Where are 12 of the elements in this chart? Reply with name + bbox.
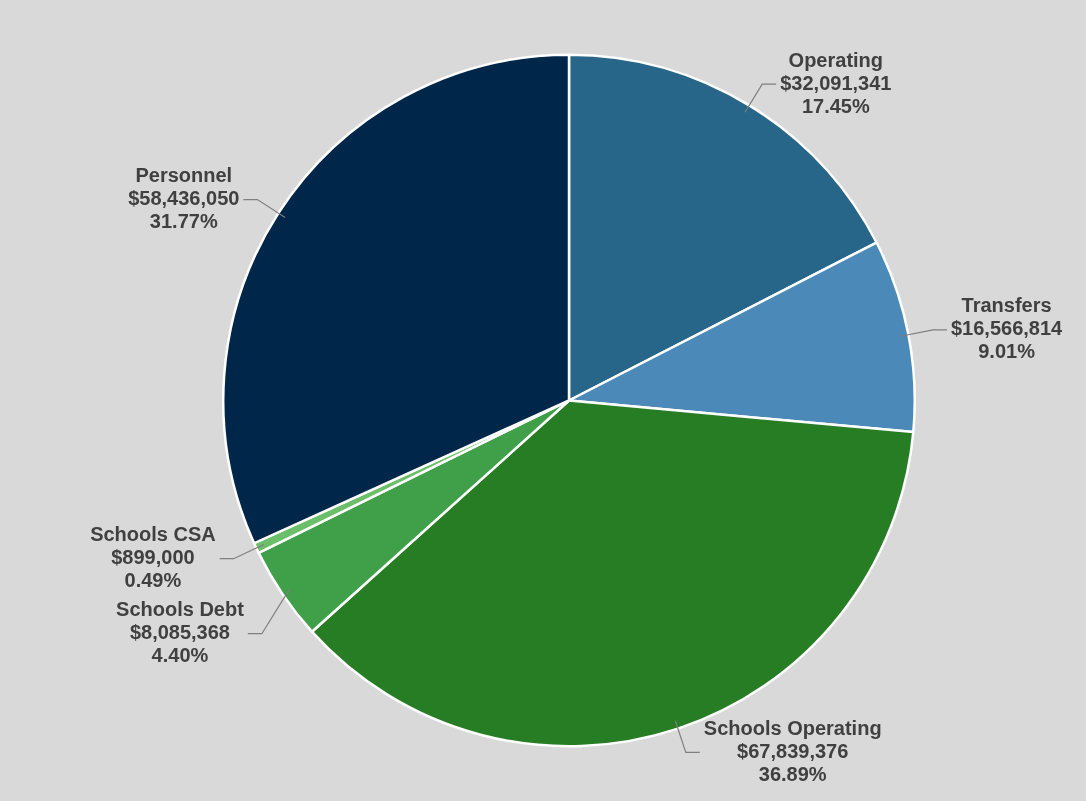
slice-label: Schools Debt: [116, 598, 245, 621]
slice-label: Personnel: [135, 164, 233, 187]
data-label: $32,091,341 17.45%: [780, 71, 892, 117]
data-label: $8,085,368 4.40%: [129, 621, 230, 667]
slice-label: Operating: [788, 48, 884, 71]
data-label: $67,839,376 36.89%: [737, 739, 849, 785]
slice-label: Schools Operating: [703, 716, 882, 739]
data-label: $16,566,814 9.01%: [950, 317, 1064, 363]
data-label: $899,000 0.49%: [111, 546, 195, 592]
slice-label: Schools CSA: [90, 523, 216, 546]
data-label: $58,436,050 31.77%: [128, 187, 240, 233]
slice-label: Transfers: [961, 294, 1052, 317]
